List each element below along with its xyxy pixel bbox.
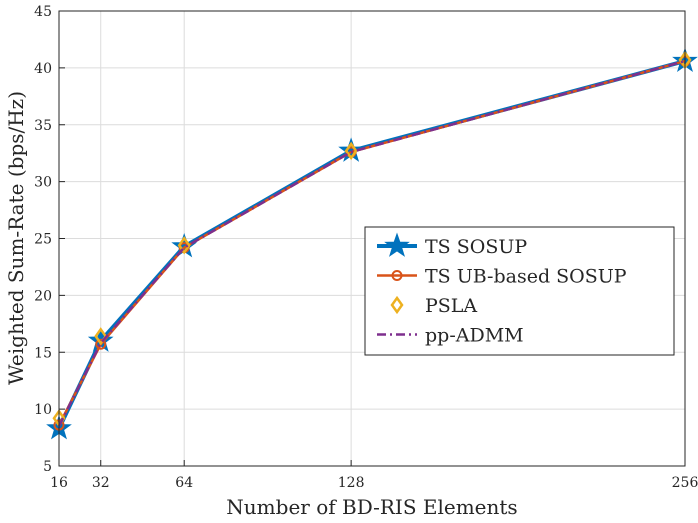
y-tick-label: 5 <box>43 459 52 475</box>
y-tick-label: 10 <box>34 402 52 418</box>
y-tick-label: 45 <box>34 4 52 20</box>
series-pp-admm <box>57 59 686 427</box>
data-point <box>344 141 358 161</box>
legend-marker <box>384 232 410 257</box>
x-tick-label: 256 <box>672 475 698 491</box>
legend-marker <box>391 270 403 281</box>
legend-label: PSLA <box>425 295 477 317</box>
y-tick-label: 40 <box>34 61 52 77</box>
x-tick-label: 32 <box>92 475 110 491</box>
y-tick-label: 15 <box>34 345 52 361</box>
x-tick-label: 64 <box>175 475 193 491</box>
data-point <box>177 236 191 255</box>
y-tick-label: 20 <box>34 288 52 304</box>
legend-label: pp-ADMM <box>425 325 524 347</box>
series-line <box>57 59 686 427</box>
legend-label: TS UB-based SOSUP <box>425 266 627 288</box>
data-point <box>95 338 107 350</box>
x-tick-label: 128 <box>338 475 365 491</box>
y-tick-label: 30 <box>34 175 52 191</box>
y-tick-label: 25 <box>34 232 52 248</box>
y-tick-label: 35 <box>34 118 52 134</box>
ticks: 16 32 64 128 256 5 10 15 20 25 30 35 40 45 <box>34 4 698 491</box>
legend: TS SOSUP TS UB-based SOSUP PSLA pp-ADMM <box>364 226 675 356</box>
x-axis-label: Number of BD-RIS Elements <box>226 495 517 519</box>
legend-label: TS SOSUP <box>425 236 527 258</box>
data-point <box>94 327 108 346</box>
x-tick-label: 16 <box>50 475 68 491</box>
legend-marker <box>390 295 404 315</box>
y-axis-label: Weighted Sum-Rate (bps/Hz) <box>4 91 28 385</box>
